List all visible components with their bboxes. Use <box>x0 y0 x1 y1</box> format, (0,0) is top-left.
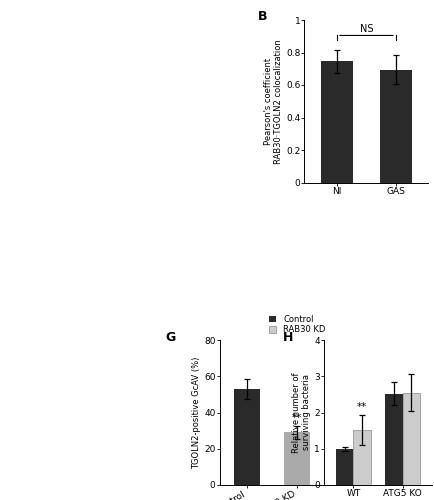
Bar <box>379 70 411 182</box>
Legend: Control, RAB30 KD: Control, RAB30 KD <box>268 315 325 334</box>
Text: H: H <box>283 332 293 344</box>
Bar <box>335 449 353 485</box>
Bar <box>384 394 401 485</box>
Text: B: B <box>257 10 266 23</box>
Text: NS: NS <box>359 24 372 34</box>
Y-axis label: Pearson's coefficient
RAB30·TGOLN2 colocalization: Pearson's coefficient RAB30·TGOLN2 coloc… <box>263 39 283 164</box>
Bar <box>401 392 419 485</box>
Text: **: ** <box>356 402 367 412</box>
Bar <box>353 430 370 485</box>
Y-axis label: TGOLN2-positive GcAV (%): TGOLN2-positive GcAV (%) <box>192 356 201 469</box>
Text: **: ** <box>291 414 301 424</box>
Bar <box>283 432 309 485</box>
Text: G: G <box>165 332 175 344</box>
Y-axis label: Relative number of
surviving bacteria: Relative number of surviving bacteria <box>291 372 311 453</box>
Bar <box>320 62 352 182</box>
Bar <box>233 389 260 485</box>
